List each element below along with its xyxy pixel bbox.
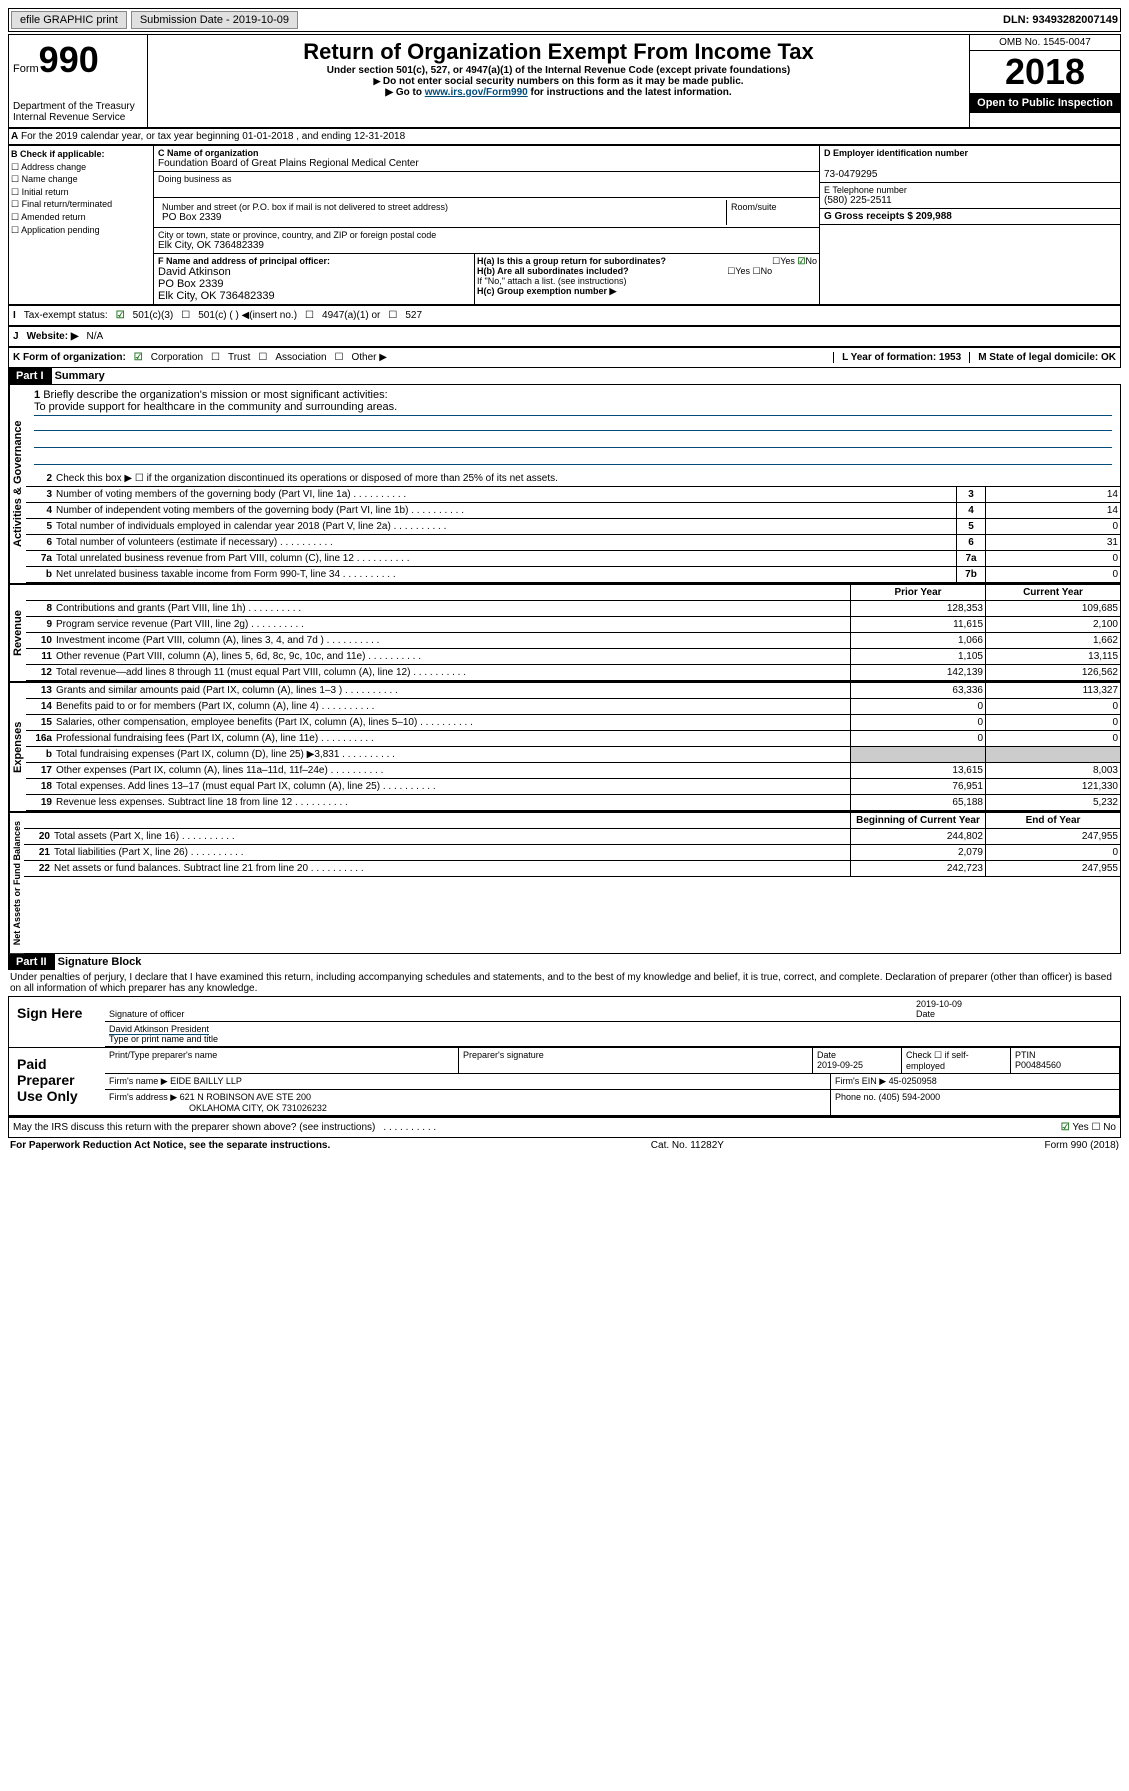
irs-link[interactable]: www.irs.gov/Form990	[425, 87, 528, 98]
col-de-ein-tel: D Employer identification number73-04792…	[819, 146, 1120, 304]
part-i-header: Part I Summary	[8, 368, 1121, 384]
part-i-expenses: Expenses 13Grants and similar amounts pa…	[8, 682, 1121, 812]
expense-line: 18Total expenses. Add lines 13–17 (must …	[26, 779, 1120, 795]
part-i-revenue: Revenue Prior YearCurrent Year 8Contribu…	[8, 584, 1121, 682]
expense-line: 13Grants and similar amounts paid (Part …	[26, 683, 1120, 699]
open-inspection: Open to Public Inspection	[970, 93, 1120, 113]
page-footer: For Paperwork Reduction Act Notice, see …	[8, 1138, 1121, 1153]
signature-block: Sign Here Signature of officer2019-10-09…	[8, 996, 1121, 1117]
revenue-line: 11Other revenue (Part VIII, column (A), …	[26, 649, 1120, 665]
gov-line: 7aTotal unrelated business revenue from …	[26, 551, 1120, 567]
dln-label: DLN: 93493282007149	[1003, 14, 1118, 26]
form-number: 990	[39, 39, 99, 80]
part-i-balances: Net Assets or Fund Balances Beginning of…	[8, 812, 1121, 954]
col-b-checkboxes: B Check if applicable: ☐ Address change …	[9, 146, 154, 304]
row-i-tax-status: I Tax-exempt status: ☑ 501(c)(3) ☐ 501(c…	[8, 305, 1121, 326]
form-word: Form	[13, 63, 39, 75]
efile-button[interactable]: efile GRAPHIC print	[11, 11, 127, 29]
top-toolbar: efile GRAPHIC print Submission Date - 20…	[8, 8, 1121, 32]
revenue-line: 8Contributions and grants (Part VIII, li…	[26, 601, 1120, 617]
expense-line: 16aProfessional fundraising fees (Part I…	[26, 731, 1120, 747]
form-header: Form990 Department of the TreasuryIntern…	[8, 34, 1121, 128]
expense-line: 17Other expenses (Part IX, column (A), l…	[26, 763, 1120, 779]
dept-label: Department of the TreasuryInternal Reven…	[13, 101, 143, 123]
part-ii-header: Part II Signature Block	[8, 954, 1121, 970]
gov-line: 6Total number of volunteers (estimate if…	[26, 535, 1120, 551]
form-note2: ▶ Go to www.irs.gov/Form990 for instruct…	[152, 87, 965, 98]
revenue-line: 10Investment income (Part VIII, column (…	[26, 633, 1120, 649]
part-i-governance: Activities & Governance 1 Briefly descri…	[8, 384, 1121, 584]
submission-date-button[interactable]: Submission Date - 2019-10-09	[131, 11, 298, 29]
form-subtitle: Under section 501(c), 527, or 4947(a)(1)…	[152, 65, 965, 76]
perjury-statement: Under penalties of perjury, I declare th…	[8, 970, 1121, 996]
balance-line: 21Total liabilities (Part X, line 26)2,0…	[24, 845, 1120, 861]
mission-text: To provide support for healthcare in the…	[34, 401, 1112, 416]
row-a-tax-year: A For the 2019 calendar year, or tax yea…	[8, 128, 1121, 145]
expense-line: 19Revenue less expenses. Subtract line 1…	[26, 795, 1120, 811]
form-note1: Do not enter social security numbers on …	[152, 76, 965, 87]
row-j-website: J Website: ▶ N/A	[8, 326, 1121, 347]
omb-number: OMB No. 1545-0047	[970, 35, 1120, 51]
col-c-org-info: C Name of organizationFoundation Board o…	[154, 146, 819, 304]
form-title: Return of Organization Exempt From Incom…	[152, 39, 965, 65]
balance-line: 22Net assets or fund balances. Subtract …	[24, 861, 1120, 877]
revenue-line: 9Program service revenue (Part VIII, lin…	[26, 617, 1120, 633]
tax-year: 2018	[970, 51, 1120, 93]
expense-line: 15Salaries, other compensation, employee…	[26, 715, 1120, 731]
row-k-org-form: K Form of organization: ☑ Corporation ☐ …	[8, 347, 1121, 368]
balance-line: 20Total assets (Part X, line 16)244,8022…	[24, 829, 1120, 845]
discuss-row: May the IRS discuss this return with the…	[8, 1117, 1121, 1138]
gov-line: 5Total number of individuals employed in…	[26, 519, 1120, 535]
expense-line: 14Benefits paid to or for members (Part …	[26, 699, 1120, 715]
expense-line: bTotal fundraising expenses (Part IX, co…	[26, 747, 1120, 763]
gov-line: 3Number of voting members of the governi…	[26, 487, 1120, 503]
revenue-line: 12Total revenue—add lines 8 through 11 (…	[26, 665, 1120, 681]
gov-line: 4Number of independent voting members of…	[26, 503, 1120, 519]
gov-line: bNet unrelated business taxable income f…	[26, 567, 1120, 583]
section-header-grid: B Check if applicable: ☐ Address change …	[8, 145, 1121, 305]
